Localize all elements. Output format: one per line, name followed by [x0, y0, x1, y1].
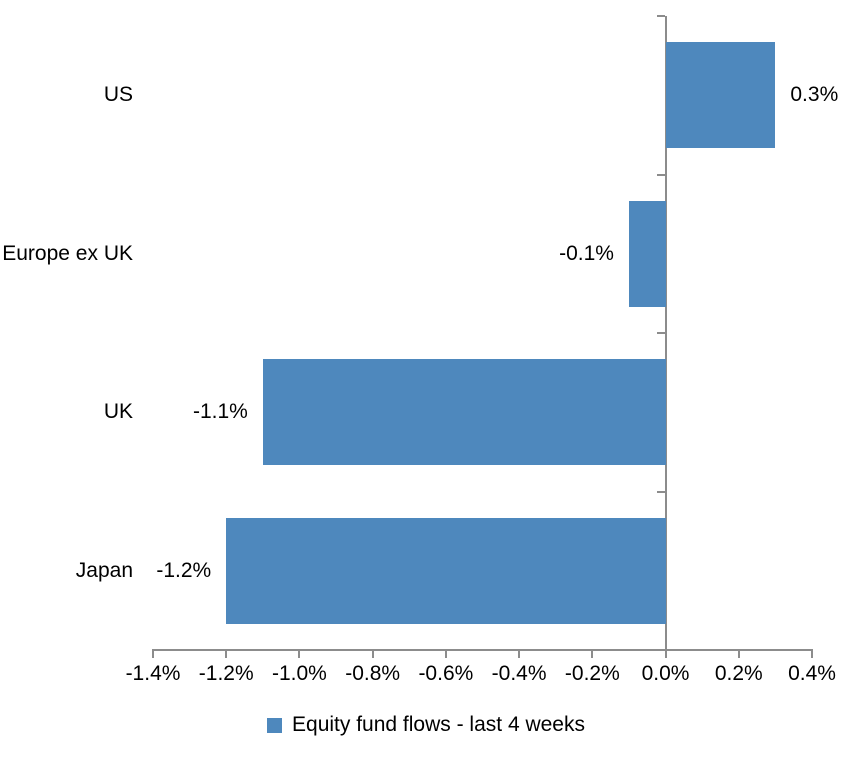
category-label-japan: Japan: [75, 558, 133, 582]
bar-japan: [226, 517, 666, 624]
x-axis-tick-label: -1.0%: [272, 662, 327, 685]
category-label-europe-ex-uk: Europe ex UK: [2, 241, 133, 265]
category-label-us: US: [103, 83, 133, 107]
category-axis-tick-mark: [656, 332, 665, 334]
value-label-japan: -1.2%: [156, 558, 212, 582]
x-axis-tick-label: 0.2%: [714, 662, 763, 685]
x-axis-tick-mark: [152, 651, 154, 658]
category-axis-tick-mark: [656, 173, 665, 176]
bar-uk: [262, 359, 666, 466]
x-axis-tick-mark: [444, 651, 447, 658]
value-label-europe-ex-uk: -0.1%: [559, 241, 614, 265]
x-axis-tick-mark: [591, 651, 594, 658]
x-axis-tick-mark: [737, 651, 740, 658]
chart-legend: Equity fund flows - last 4 weeks: [0, 713, 852, 737]
x-axis-tick-label: -0.2%: [564, 662, 620, 685]
value-label-uk: -1.1%: [192, 400, 248, 424]
value-label-us: 0.3%: [790, 83, 839, 107]
bar-us: [665, 42, 776, 149]
x-axis-tick-mark: [298, 651, 301, 658]
x-axis-tick-label: -1.2%: [198, 662, 254, 685]
x-axis-tick-label: -0.4%: [491, 662, 547, 685]
legend-series-label: Equity fund flows - last 4 weeks: [292, 713, 585, 736]
bar-europe-ex-uk: [628, 200, 666, 307]
x-axis-tick-mark: [371, 651, 374, 658]
x-axis-tick-label: 0.0%: [641, 662, 690, 685]
legend-series-marker-icon: [267, 717, 283, 733]
category-axis-tick-mark: [656, 15, 665, 17]
category-label-uk: UK: [103, 400, 133, 424]
value-axis-zero-line: [664, 16, 667, 658]
x-axis-tick-label: -1.4%: [125, 662, 181, 685]
x-axis-tick-label: 0.4%: [788, 662, 836, 685]
x-axis-tick-mark: [664, 651, 667, 658]
category-axis-tick-mark: [656, 490, 665, 493]
x-axis-line: [152, 649, 813, 651]
x-axis-tick-label: -0.6%: [418, 662, 474, 685]
x-axis-tick-label: -0.8%: [345, 662, 401, 685]
x-axis-tick-mark: [811, 651, 813, 658]
x-axis-tick-mark: [225, 651, 228, 658]
x-axis-tick-mark: [518, 651, 521, 658]
